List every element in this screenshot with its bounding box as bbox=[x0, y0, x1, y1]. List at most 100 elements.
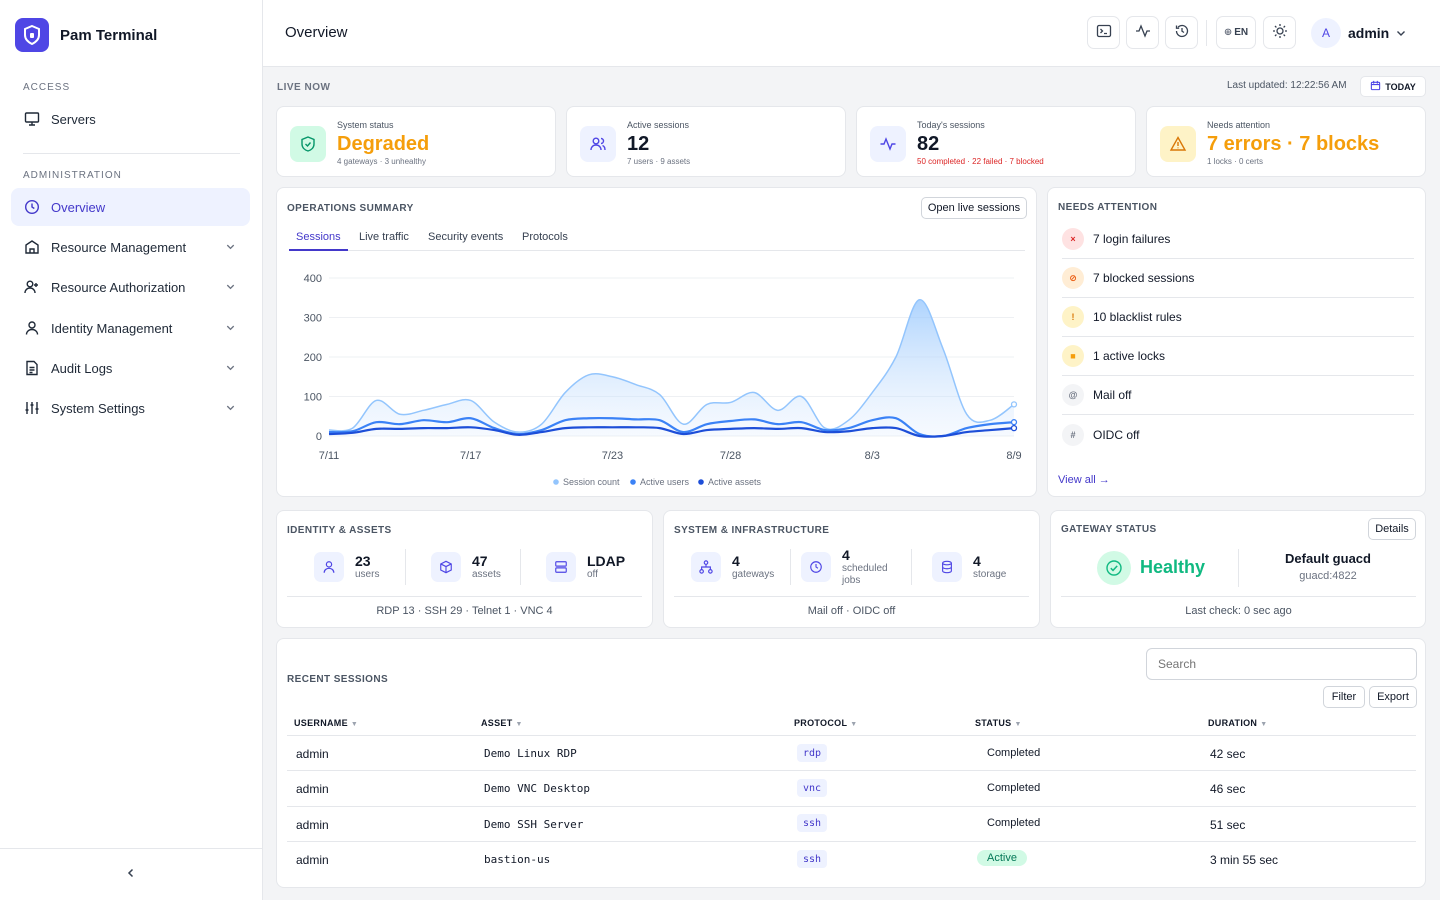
user-icon bbox=[23, 319, 41, 337]
active-assets-end-point bbox=[1010, 424, 1018, 432]
gateway-status-card: GATEWAY STATUS Details Healthy Default g… bbox=[1050, 510, 1426, 628]
ldap-stat[interactable]: LDAP off bbox=[546, 552, 625, 582]
tab-security-events[interactable]: Security events bbox=[428, 231, 504, 243]
cell-username: admin bbox=[296, 853, 329, 867]
divider bbox=[790, 549, 791, 585]
avatar[interactable]: A bbox=[1311, 18, 1341, 48]
x-tick-label: 7/23 bbox=[602, 450, 623, 462]
attention-item[interactable]: # OIDC off bbox=[1062, 415, 1414, 454]
attention-item[interactable]: @ Mail off bbox=[1062, 376, 1414, 415]
view-all-link[interactable]: View all → bbox=[1058, 474, 1110, 486]
today-button[interactable]: TODAY bbox=[1360, 76, 1426, 97]
active-assets-line bbox=[328, 426, 1015, 438]
stat-card-active-sessions[interactable]: Active sessions 12 7 users · 9 assets bbox=[566, 106, 846, 177]
users-stat[interactable]: 23 users bbox=[314, 552, 379, 582]
attention-text: 10 blacklist rules bbox=[1093, 310, 1182, 324]
brand[interactable]: Pam Terminal bbox=[15, 18, 157, 52]
cube-icon bbox=[431, 552, 461, 582]
mail-icon: @ bbox=[1062, 384, 1084, 406]
card-title: GATEWAY STATUS bbox=[1061, 524, 1157, 535]
sidebar-item-resource-management[interactable]: Resource Management bbox=[11, 228, 250, 266]
chevron-down-icon bbox=[225, 280, 236, 295]
sidebar: Pam Terminal ACCESS Servers ADMINISTRATI… bbox=[0, 0, 263, 900]
sidebar-item-servers[interactable]: Servers bbox=[11, 100, 250, 138]
tab-live-traffic[interactable]: Live traffic bbox=[359, 231, 409, 243]
export-button[interactable]: Export bbox=[1369, 686, 1417, 708]
column-label: USERNAME bbox=[294, 718, 348, 728]
stat-sub: 50 completed · 22 failed · 7 blocked bbox=[917, 157, 1044, 166]
activity-icon bbox=[870, 126, 906, 162]
cell-duration: 51 sec bbox=[1210, 818, 1246, 832]
shield-logo-icon bbox=[15, 18, 49, 52]
sidebar-item-identity-management[interactable]: Identity Management bbox=[11, 309, 250, 347]
legend-label: Active assets bbox=[708, 477, 762, 487]
theme-toggle-button[interactable] bbox=[1263, 16, 1296, 49]
column-header-protocol[interactable]: PROTOCOL ▼ bbox=[794, 718, 857, 728]
column-label: ASSET bbox=[481, 718, 513, 728]
open-live-sessions-button[interactable]: Open live sessions bbox=[921, 197, 1027, 219]
stat-card-needs-attention[interactable]: Needs attention 7 errors · 7 blocks 1 lo… bbox=[1146, 106, 1426, 177]
protocol-badge: rdp bbox=[797, 744, 828, 762]
stat-label: scheduled jobs bbox=[842, 563, 888, 586]
terminal-button[interactable] bbox=[1087, 16, 1120, 49]
legend-swatch bbox=[553, 479, 559, 485]
user-plus-icon bbox=[23, 278, 41, 296]
divider bbox=[674, 596, 1029, 597]
scheduled-jobs-stat[interactable]: 4 scheduled jobs bbox=[801, 547, 897, 587]
access-section-label: ACCESS bbox=[23, 82, 71, 93]
table-divider bbox=[287, 806, 1416, 807]
stat-card-todays-sessions[interactable]: Today's sessions 82 50 completed · 22 fa… bbox=[856, 106, 1136, 177]
attention-item[interactable]: ⊘ 7 blocked sessions bbox=[1062, 259, 1414, 298]
attention-item[interactable]: × 7 login failures bbox=[1062, 220, 1414, 259]
sidebar-item-label: Identity Management bbox=[51, 320, 173, 336]
y-tick-label: 0 bbox=[316, 431, 322, 443]
operations-summary-card: OPERATIONS SUMMARY Open live sessions Se… bbox=[276, 187, 1037, 497]
database-icon bbox=[932, 552, 962, 582]
server-icon bbox=[546, 552, 576, 582]
language-button[interactable]: ⊕ EN bbox=[1216, 16, 1256, 49]
stat-label: Today's sessions bbox=[917, 120, 985, 130]
column-header-duration[interactable]: DURATION ▼ bbox=[1208, 718, 1267, 728]
cell-username: admin bbox=[296, 818, 329, 832]
column-header-asset[interactable]: ASSET ▼ bbox=[481, 718, 523, 728]
cell-duration: 46 sec bbox=[1210, 782, 1246, 796]
today-label: TODAY bbox=[1385, 81, 1416, 92]
collapse-sidebar-icon[interactable] bbox=[125, 867, 137, 882]
column-header-username[interactable]: USERNAME ▼ bbox=[294, 718, 358, 728]
chevron-down-icon[interactable] bbox=[1395, 27, 1407, 42]
sidebar-item-overview[interactable]: Overview bbox=[11, 188, 250, 226]
gateways-stat[interactable]: 4 gateways bbox=[691, 552, 774, 582]
stat-label: storage bbox=[973, 569, 1007, 580]
tab-protocols[interactable]: Protocols bbox=[522, 231, 568, 243]
assets-stat[interactable]: 47 assets bbox=[431, 552, 501, 582]
storage-stat[interactable]: 4 storage bbox=[932, 552, 1006, 582]
attention-text: Mail off bbox=[1093, 388, 1132, 402]
gateway-health: Healthy bbox=[1140, 557, 1206, 577]
sidebar-item-system-settings[interactable]: System Settings bbox=[11, 389, 250, 427]
details-button[interactable]: Details bbox=[1368, 518, 1416, 540]
filter-button[interactable]: Filter bbox=[1323, 686, 1365, 708]
history-button[interactable] bbox=[1165, 16, 1198, 49]
needs-attention-card: NEEDS ATTENTION × 7 login failures ⊘ 7 b… bbox=[1047, 187, 1426, 497]
user-name[interactable]: admin bbox=[1348, 25, 1390, 41]
live-now-label: LIVE NOW bbox=[277, 82, 331, 93]
x-tick-label: 8/9 bbox=[1006, 450, 1021, 462]
tab-sessions[interactable]: Sessions bbox=[289, 231, 348, 251]
activity-button[interactable] bbox=[1126, 16, 1159, 49]
sidebar-item-resource-authorization[interactable]: Resource Authorization bbox=[11, 268, 250, 306]
column-header-status[interactable]: STATUS ▼ bbox=[975, 718, 1022, 728]
activity-icon bbox=[1135, 23, 1151, 42]
x-tick-label: 7/11 bbox=[319, 450, 340, 462]
admin-section-label: ADMINISTRATION bbox=[23, 170, 122, 181]
attention-item[interactable]: ! 10 blacklist rules bbox=[1062, 298, 1414, 337]
stat-sub: 4 gateways · 3 unhealthy bbox=[337, 157, 426, 166]
stat-value: 47 bbox=[472, 553, 488, 569]
shield-check-icon bbox=[290, 126, 326, 162]
sidebar-item-audit-logs[interactable]: Audit Logs bbox=[11, 349, 250, 387]
sun-icon bbox=[1272, 23, 1288, 42]
stat-card-system-status[interactable]: System status Degraded 4 gateways · 3 un… bbox=[276, 106, 556, 177]
stat-sub: 1 locks · 0 certs bbox=[1207, 157, 1264, 166]
attention-item[interactable]: ■ 1 active locks bbox=[1062, 337, 1414, 376]
search-input[interactable] bbox=[1146, 648, 1417, 680]
stat-label: assets bbox=[472, 569, 501, 580]
